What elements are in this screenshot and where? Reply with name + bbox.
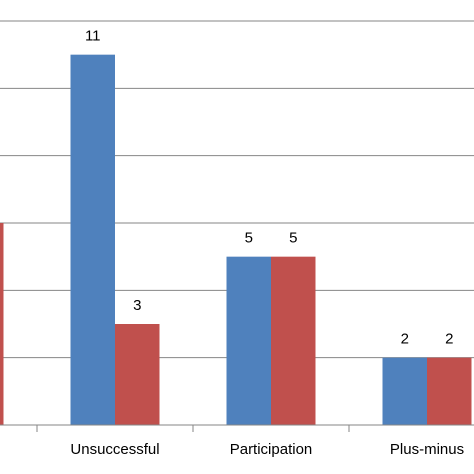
bar [70,54,115,426]
data-label: 5 [289,230,297,247]
data-label: 5 [245,230,253,247]
x-tick-label: Plus-minus [390,441,464,458]
bar [271,256,316,425]
data-label: 3 [133,297,141,314]
data-label: 11 [85,28,101,45]
bar [226,256,271,425]
data-label: 2 [401,331,409,348]
x-tick-label: Unsuccessful [70,441,159,458]
bar [427,357,472,425]
bar [0,223,4,425]
x-tick-label: Participation [230,441,313,458]
bar [382,357,427,425]
bar [115,324,160,425]
data-label: 2 [445,331,453,348]
